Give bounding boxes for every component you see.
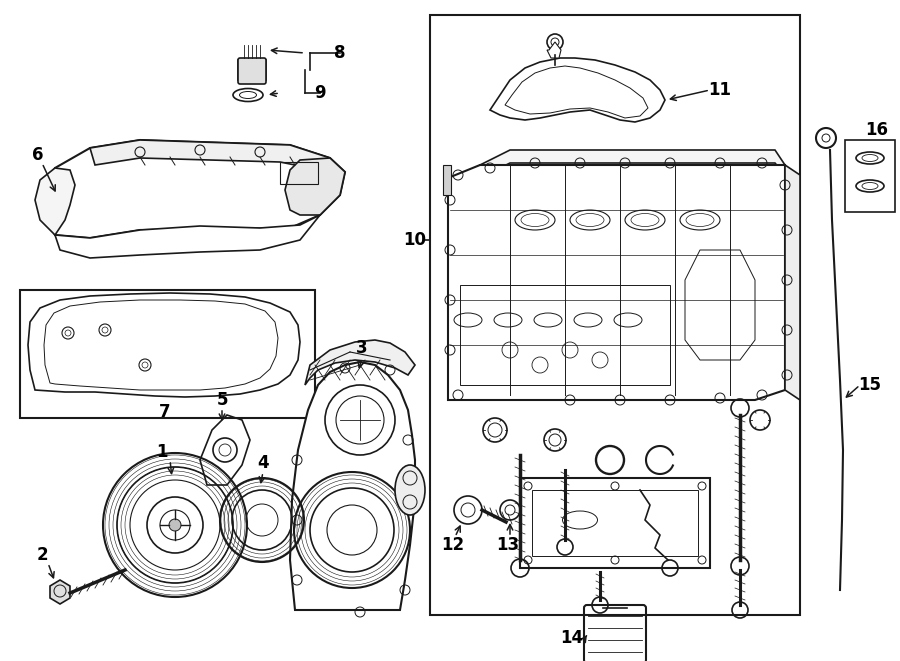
Polygon shape: [290, 362, 415, 610]
Text: 6: 6: [32, 146, 44, 164]
Text: 2: 2: [36, 546, 48, 564]
Text: 12: 12: [441, 536, 464, 554]
FancyBboxPatch shape: [238, 58, 266, 84]
Text: 11: 11: [708, 81, 732, 99]
Text: 14: 14: [561, 629, 583, 647]
Bar: [443, 165, 451, 195]
Text: 13: 13: [497, 536, 519, 554]
Bar: [520, 478, 710, 568]
Text: 8: 8: [334, 44, 346, 62]
Polygon shape: [50, 580, 70, 604]
Text: 10: 10: [403, 231, 427, 249]
Polygon shape: [305, 340, 415, 385]
Bar: [532, 490, 698, 556]
Text: 15: 15: [859, 376, 881, 394]
Bar: [238, 60, 266, 80]
Circle shape: [169, 519, 181, 531]
Text: 7: 7: [159, 403, 171, 421]
Text: 1: 1: [157, 443, 167, 461]
Polygon shape: [448, 165, 785, 400]
Polygon shape: [285, 158, 345, 215]
Polygon shape: [90, 140, 330, 170]
Text: 5: 5: [216, 391, 228, 409]
Ellipse shape: [395, 465, 425, 515]
Text: 9: 9: [314, 84, 326, 102]
Polygon shape: [55, 215, 320, 258]
Bar: [20, 290, 315, 418]
Polygon shape: [35, 168, 75, 235]
Polygon shape: [785, 165, 800, 400]
Bar: [845, 140, 895, 212]
Bar: [280, 162, 318, 184]
Polygon shape: [40, 140, 345, 238]
Polygon shape: [480, 150, 785, 178]
Text: 4: 4: [257, 454, 269, 472]
Bar: [430, 15, 800, 615]
Polygon shape: [547, 42, 561, 58]
Text: 3: 3: [356, 339, 368, 357]
Bar: [460, 285, 670, 385]
Text: 16: 16: [866, 121, 888, 139]
